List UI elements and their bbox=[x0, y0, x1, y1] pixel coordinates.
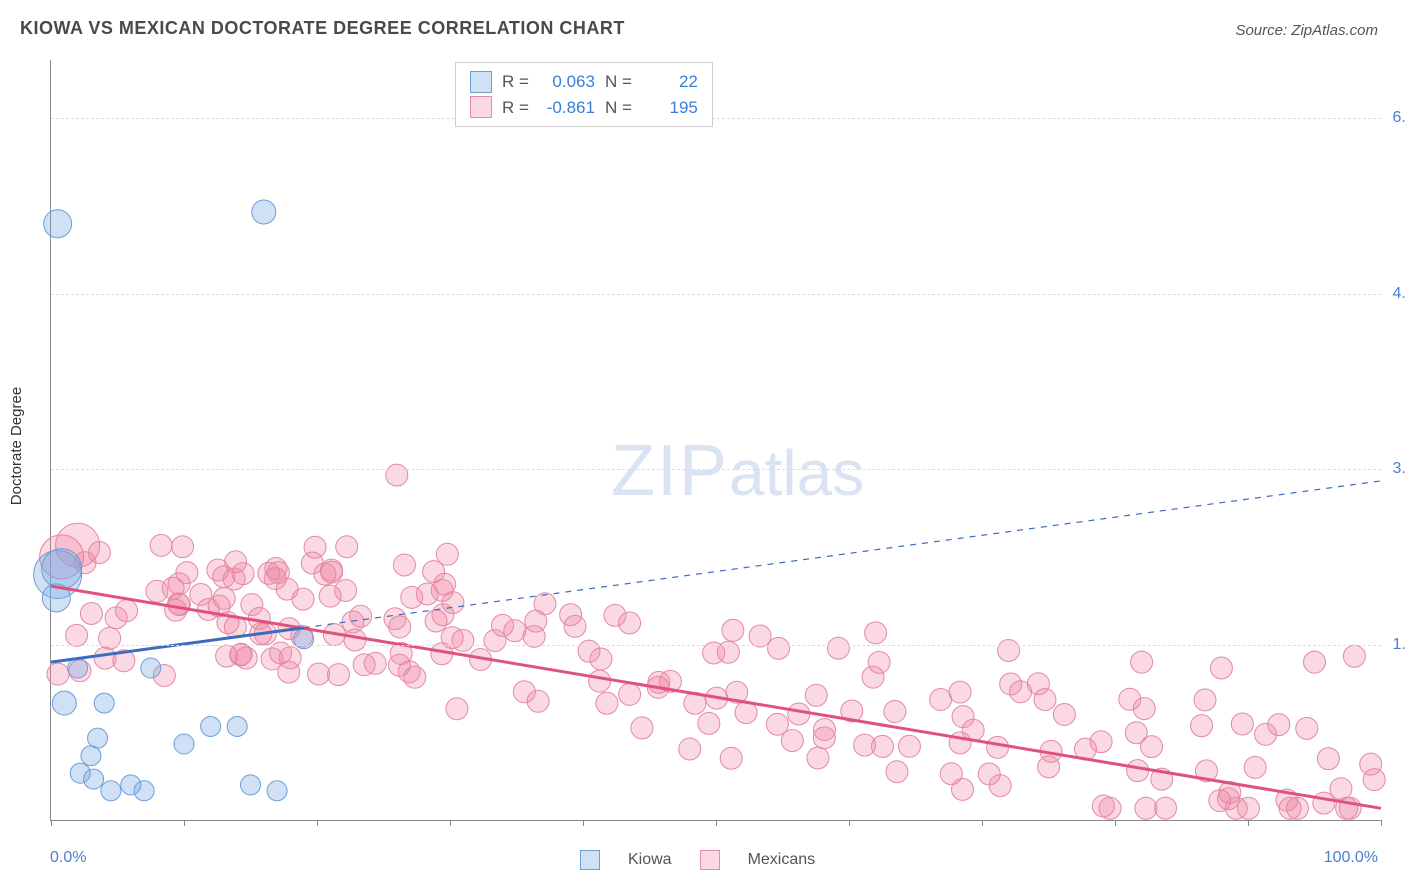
chart-title: KIOWA VS MEXICAN DOCTORATE DEGREE CORREL… bbox=[20, 18, 625, 39]
legend-swatch-pink bbox=[470, 96, 492, 118]
legend-swatch-blue bbox=[470, 71, 492, 93]
x-axis-min-label: 0.0% bbox=[50, 849, 86, 867]
legend-swatch-pink bbox=[700, 850, 720, 870]
legend-series: Kiowa Mexicans bbox=[580, 850, 815, 870]
x-axis-max-label: 100.0% bbox=[1324, 849, 1378, 867]
legend-label: Mexicans bbox=[748, 851, 816, 869]
legend-swatch-blue bbox=[580, 850, 600, 870]
legend-stats-row: R = -0.861 N = 195 bbox=[470, 95, 698, 121]
y-axis-label: Doctorate Degree bbox=[8, 387, 25, 505]
chart-source: Source: ZipAtlas.com bbox=[1235, 22, 1378, 39]
legend-stats: R = 0.063 N = 22 R = -0.861 N = 195 bbox=[455, 62, 713, 127]
plot-svg bbox=[51, 60, 1381, 820]
legend-stats-row: R = 0.063 N = 22 bbox=[470, 69, 698, 95]
chart-container: KIOWA VS MEXICAN DOCTORATE DEGREE CORREL… bbox=[0, 0, 1406, 892]
plot-area: ZIPatlas 1.5%3.0%4.5%6.0% bbox=[50, 60, 1381, 821]
legend-label: Kiowa bbox=[628, 851, 672, 869]
